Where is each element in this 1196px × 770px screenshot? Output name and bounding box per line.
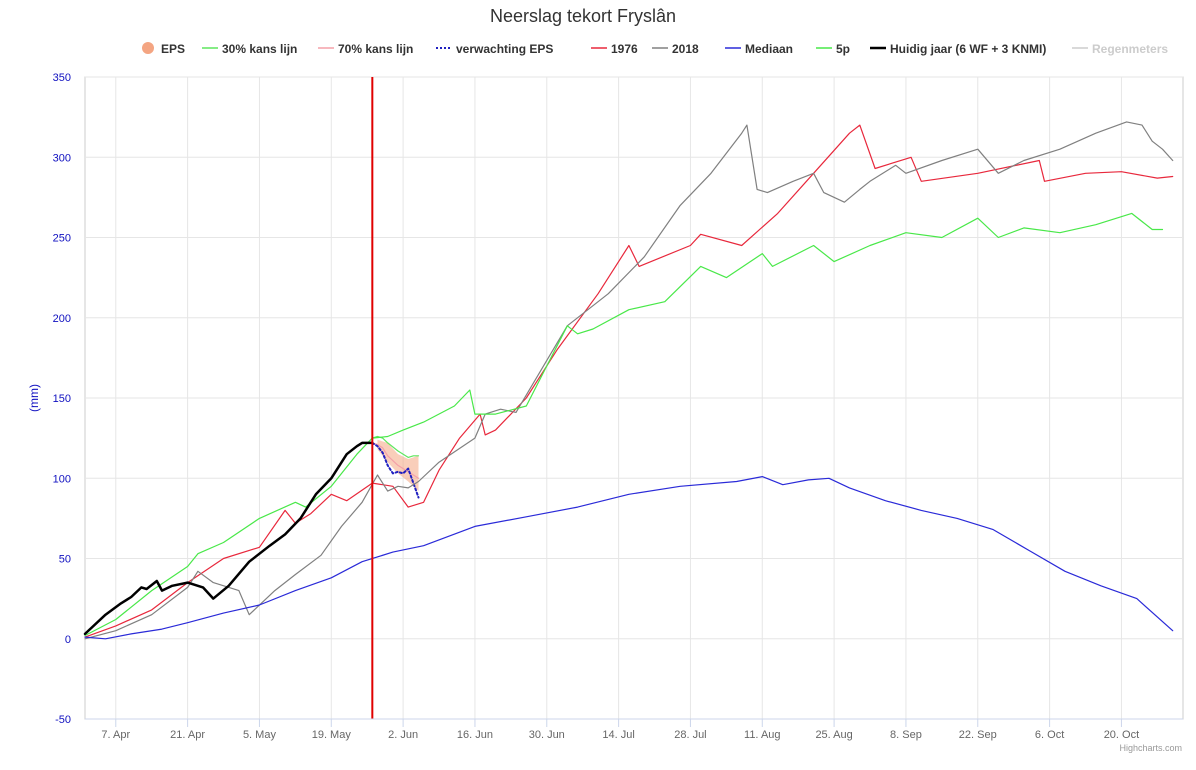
- y-tick-label: 0: [65, 634, 71, 646]
- legend-item-huidig-jaar-6-wf-3-knmi[interactable]: Huidig jaar (6 WF + 3 KNMI): [870, 42, 1046, 56]
- x-tick-label: 21. Apr: [170, 729, 205, 741]
- legend-label[interactable]: verwachting EPS: [456, 42, 553, 56]
- axes: -50 0 50 100 150 200 250 300 350 7. Apr 21. Apr 5. …: [53, 72, 1183, 741]
- series-1976-line[interactable]: [84, 124, 1174, 638]
- grid: [84, 76, 1184, 720]
- legend-label[interactable]: 1976: [611, 42, 638, 56]
- x-tick-label: 22. Sep: [959, 729, 997, 741]
- series-verwachting-eps-line[interactable]: [371, 441, 420, 499]
- x-tick-label: 25. Aug: [815, 729, 852, 741]
- legend-label[interactable]: 2018: [672, 42, 699, 56]
- series-mediaan-line[interactable]: [84, 476, 1174, 640]
- legend-item-1976[interactable]: 1976: [591, 42, 638, 56]
- x-tick-label: 6. Oct: [1035, 729, 1064, 741]
- legend-label[interactable]: Regenmeters: [1092, 42, 1168, 56]
- legend-label[interactable]: Huidig jaar (6 WF + 3 KNMI): [890, 42, 1046, 56]
- legend-item-5p[interactable]: 5p: [816, 42, 850, 56]
- legend-label[interactable]: EPS: [161, 42, 185, 56]
- legend-label[interactable]: 5p: [836, 42, 850, 56]
- x-tick-label: 20. Oct: [1104, 729, 1139, 741]
- y-tick-label: 250: [53, 233, 71, 245]
- x-tick-label: 7. Apr: [101, 729, 130, 741]
- highcharts-credits[interactable]: Highcharts.com: [1119, 743, 1182, 753]
- legend-item-regenmeters[interactable]: Regenmeters: [1072, 42, 1168, 56]
- series-30-kans-lijn-line[interactable]: [371, 435, 420, 458]
- y-axis-label: (mm): [27, 384, 41, 412]
- legend-item-70-kans-lijn[interactable]: 70% kans lijn: [318, 42, 413, 56]
- legend-item-mediaan[interactable]: Mediaan: [725, 42, 793, 56]
- legend-label[interactable]: 30% kans lijn: [222, 42, 297, 56]
- y-tick-label: 50: [59, 554, 71, 566]
- x-tick-label: 8. Sep: [890, 729, 922, 741]
- x-tick-label: 11. Aug: [744, 729, 781, 741]
- series-huidig-jaar-6-wf-3-knmi-line[interactable]: [83, 441, 374, 636]
- series-5p-line[interactable]: [84, 212, 1164, 637]
- legend[interactable]: EPS 30% kans lijn 70% kans lijn verwachting…: [142, 42, 1168, 56]
- legend-label[interactable]: 70% kans lijn: [338, 42, 413, 56]
- x-tick-label: 19. May: [312, 729, 352, 741]
- y-tick-label: 100: [53, 473, 71, 485]
- legend-item-verwachting-eps[interactable]: verwachting EPS: [436, 42, 553, 56]
- legend-item-30-kans-lijn[interactable]: 30% kans lijn: [202, 42, 297, 56]
- y-tick-label: 200: [53, 313, 71, 325]
- legend-label[interactable]: Mediaan: [745, 42, 793, 56]
- legend-item-eps[interactable]: EPS: [142, 42, 185, 56]
- y-tick-label: 350: [53, 72, 71, 84]
- series-2018-line[interactable]: [84, 121, 1174, 640]
- x-tick-label: 28. Jul: [674, 729, 706, 741]
- x-tick-label: 30. Jun: [529, 729, 565, 741]
- legend-symbol-circle: [142, 42, 154, 54]
- x-tick-label: 2. Jun: [388, 729, 418, 741]
- x-tick-label: 5. May: [243, 729, 277, 741]
- y-tick-label: -50: [55, 714, 71, 726]
- series-70-kans-lijn-line[interactable]: [371, 442, 420, 479]
- y-tick-label: 300: [53, 152, 71, 164]
- chart-title: Neerslag tekort Fryslân: [490, 6, 676, 26]
- x-tick-label: 14. Jul: [602, 729, 634, 741]
- x-tick-label: 16. Jun: [457, 729, 493, 741]
- legend-item-2018[interactable]: 2018: [652, 42, 699, 56]
- y-tick-label: 150: [53, 393, 71, 405]
- series-layer[interactable]: [83, 77, 1174, 719]
